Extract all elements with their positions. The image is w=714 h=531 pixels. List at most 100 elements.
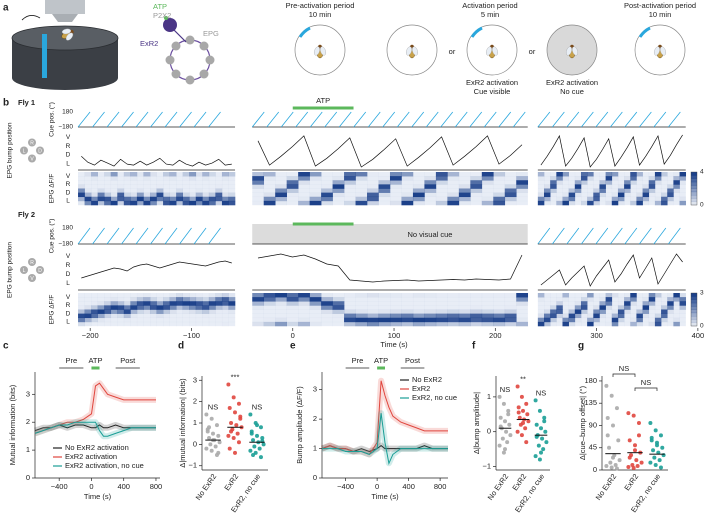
heat-cell bbox=[221, 293, 229, 298]
heat-cell bbox=[332, 301, 345, 306]
heat-cell bbox=[221, 305, 229, 310]
heat-cell bbox=[537, 176, 545, 181]
point bbox=[227, 446, 232, 451]
heat-cell bbox=[367, 188, 379, 193]
heat-cell bbox=[123, 188, 131, 193]
heat-cell bbox=[215, 188, 223, 193]
heat-cell bbox=[332, 172, 345, 177]
heat-cell bbox=[593, 309, 600, 314]
heat-cell bbox=[84, 196, 92, 202]
heat-cell bbox=[636, 301, 643, 306]
heat-cell bbox=[550, 317, 557, 323]
heat-cell bbox=[123, 313, 131, 319]
heat-cell bbox=[182, 200, 190, 206]
period-duration: 5 min bbox=[481, 10, 499, 19]
row-label: Cue pos. (°) bbox=[48, 102, 56, 137]
heat-cell bbox=[636, 321, 643, 327]
heat-cell bbox=[275, 293, 287, 298]
heat-cell bbox=[84, 305, 92, 310]
heat-cell bbox=[202, 188, 210, 193]
heat-cell bbox=[648, 200, 656, 206]
heat-cell bbox=[424, 305, 437, 310]
heat-cell bbox=[321, 313, 333, 319]
heat-cell bbox=[252, 180, 265, 185]
heat-cell bbox=[149, 301, 157, 306]
heat-cell bbox=[624, 309, 631, 314]
heat-cell bbox=[617, 176, 625, 181]
heat-cell bbox=[143, 200, 151, 206]
heat-cell bbox=[624, 301, 631, 306]
point bbox=[636, 433, 641, 438]
heat-cell bbox=[562, 196, 569, 202]
heat-cell bbox=[550, 200, 557, 206]
heat-cell bbox=[321, 200, 333, 206]
heat-cell bbox=[493, 172, 506, 177]
heat-cell bbox=[493, 297, 506, 302]
heat-cell bbox=[344, 188, 356, 193]
heat-cell bbox=[470, 309, 483, 314]
heat-cell bbox=[574, 180, 582, 185]
heat-cell bbox=[574, 293, 582, 298]
heat-cell bbox=[117, 184, 125, 189]
point bbox=[543, 429, 548, 434]
heat-cell bbox=[424, 172, 437, 177]
heat-cell bbox=[78, 188, 85, 193]
heat-cell bbox=[176, 317, 183, 323]
heat-cell bbox=[136, 297, 144, 302]
heat-cell bbox=[458, 305, 471, 310]
point bbox=[257, 446, 262, 451]
fly-name: Fly 2 bbox=[18, 210, 35, 219]
heat-cell bbox=[208, 176, 216, 181]
cue-trace bbox=[193, 227, 207, 245]
heat-cell bbox=[263, 317, 276, 323]
heat-cell bbox=[424, 293, 437, 298]
heat-cell bbox=[624, 321, 631, 327]
heat-cell bbox=[562, 293, 569, 298]
y-tick-label: 135 bbox=[584, 398, 597, 407]
heat-cell bbox=[182, 196, 190, 202]
colorbar-step bbox=[691, 201, 697, 206]
heat-cell bbox=[182, 293, 190, 298]
x-tick-label: 300 bbox=[590, 331, 603, 340]
heat-cell bbox=[309, 184, 322, 189]
heat-cell bbox=[654, 309, 662, 314]
heat-cell bbox=[470, 180, 483, 185]
heat-cell bbox=[286, 301, 299, 306]
heat-cell bbox=[580, 297, 588, 302]
heat-cell bbox=[435, 172, 448, 177]
point bbox=[539, 426, 543, 431]
heat-cell bbox=[189, 293, 197, 298]
point bbox=[534, 422, 539, 427]
heat-cell bbox=[389, 176, 402, 181]
point bbox=[258, 425, 263, 430]
heat-cell bbox=[298, 192, 310, 198]
heat-cell bbox=[321, 293, 333, 298]
heat-cell bbox=[221, 172, 229, 177]
point bbox=[209, 448, 214, 453]
heat-cell bbox=[104, 176, 112, 181]
heat-cell bbox=[104, 180, 112, 185]
heat-cell bbox=[309, 297, 322, 302]
heat-cell bbox=[504, 172, 517, 177]
ring-node bbox=[28, 258, 36, 266]
heat-cell bbox=[298, 188, 310, 193]
heat-cell bbox=[458, 321, 471, 327]
heat-cell bbox=[286, 176, 299, 181]
heat-cell bbox=[458, 200, 471, 206]
heat-cell bbox=[679, 301, 687, 306]
point bbox=[213, 444, 218, 449]
legend-label: ExR2 activation, no cue bbox=[65, 461, 144, 470]
heat-cell bbox=[156, 297, 164, 302]
heat-cell bbox=[130, 180, 138, 185]
heat-cell bbox=[617, 293, 625, 298]
heat-cell bbox=[617, 196, 625, 202]
heat-cell bbox=[202, 305, 210, 310]
point bbox=[525, 412, 530, 417]
colorbar-step bbox=[691, 185, 697, 189]
heat-cell bbox=[580, 293, 588, 298]
atp-label: ATP bbox=[153, 2, 167, 11]
heat-cell bbox=[182, 180, 190, 185]
heat-cell bbox=[130, 297, 138, 302]
point bbox=[255, 423, 259, 428]
heat-cell bbox=[163, 172, 170, 177]
